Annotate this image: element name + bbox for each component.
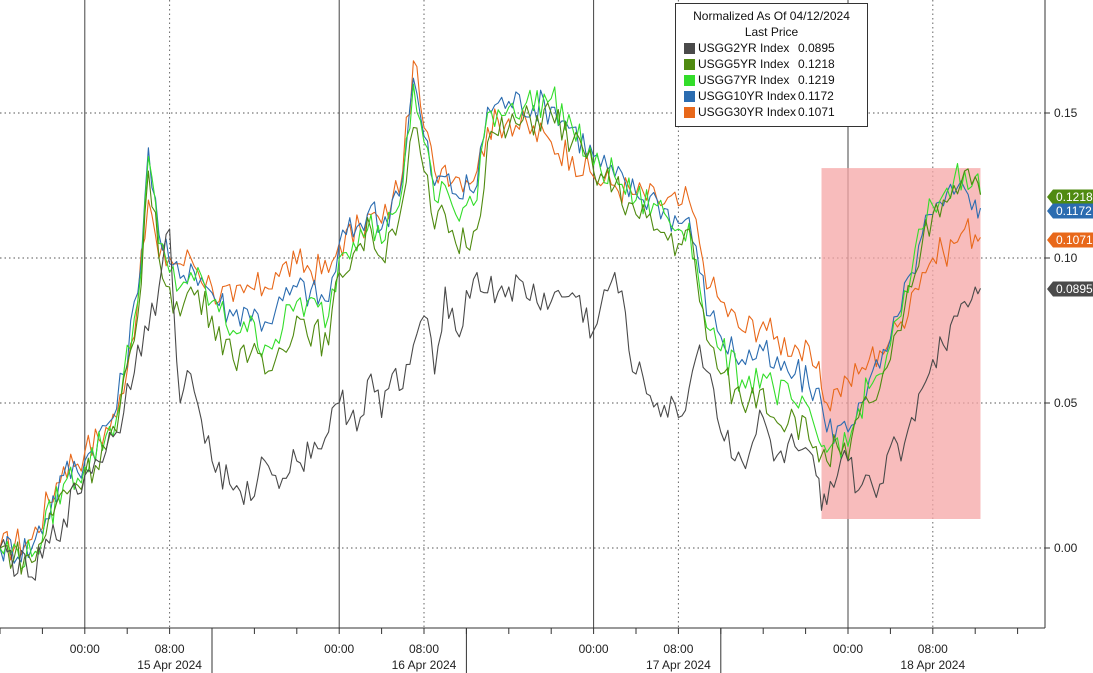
tag-background	[1047, 203, 1093, 219]
legend-series-value: 0.1172	[798, 89, 834, 103]
legend-swatch	[684, 90, 695, 102]
legend-series-value: 0.1219	[798, 73, 835, 87]
x-date-label: 18 Apr 2024	[900, 658, 965, 672]
y-tick-label: 0.00	[1054, 541, 1078, 555]
legend-series-name: USGG10YR Index	[698, 89, 797, 103]
legend-series-name: USGG2YR Index	[698, 41, 790, 55]
x-date-label: 15 Apr 2024	[137, 658, 202, 672]
series-line-usgg2yr	[0, 228, 981, 581]
last-value-tag: 0.0895	[1047, 281, 1093, 297]
legend-series-value: 0.1071	[798, 105, 835, 119]
tag-value: 0.1218	[1056, 190, 1093, 204]
axis-layer: 0.00 0.05 0.10 0.15 00:00 08:00 00:00 08:00 00:0…	[0, 106, 1078, 673]
legend-series-name: USGG7YR Index	[698, 73, 790, 87]
chart-legend: Normalized As Of 04/12/2024 Last Price U…	[675, 3, 868, 127]
legend-subtitle: Last Price	[744, 25, 799, 39]
legend-series-value: 0.1218	[798, 57, 835, 71]
legend-swatch	[684, 106, 695, 118]
series-line-usgg30yr	[0, 60, 981, 561]
y-tick-label: 0.10	[1054, 251, 1078, 265]
legend-entry: USGG10YR Index 0.1172	[676, 88, 867, 104]
y-tick-label: 0.05	[1054, 396, 1078, 410]
series-line-usgg5yr	[0, 102, 982, 575]
x-time-label: 08:00	[409, 642, 439, 656]
y-tick-label: 0.15	[1054, 106, 1078, 120]
tag-value: 0.0895	[1056, 282, 1093, 296]
x-time-label: 00:00	[579, 642, 609, 656]
legend-title: Normalized As Of 04/12/2024	[693, 9, 850, 23]
legend-entry: USGG30YR Index 0.1071	[676, 104, 867, 120]
series-layer	[0, 60, 982, 581]
x-time-label: 00:00	[833, 642, 863, 656]
legend-series-value: 0.0895	[798, 41, 835, 55]
legend-series-name: USGG30YR Index	[698, 105, 797, 119]
tag-background	[1047, 281, 1093, 297]
tag-value: 0.1071	[1056, 233, 1093, 247]
legend-series-name: USGG5YR Index	[698, 57, 790, 71]
last-value-tag: 0.1172	[1047, 203, 1093, 219]
x-date-label: 17 Apr 2024	[646, 658, 711, 672]
legend-entries: USGG2YR Index 0.0895 USGG5YR Index 0.1218 US…	[676, 40, 867, 120]
x-time-label: 00:00	[70, 642, 100, 656]
legend-entry: USGG2YR Index 0.0895	[676, 40, 867, 56]
x-date-label: 16 Apr 2024	[392, 658, 457, 672]
legend-swatch	[684, 74, 695, 86]
legend-swatch	[684, 58, 695, 70]
last-value-tag: 0.1218	[1047, 189, 1093, 205]
legend-swatch	[684, 42, 695, 54]
tag-background	[1047, 232, 1093, 248]
x-time-label: 08:00	[155, 642, 185, 656]
x-time-label: 08:00	[918, 642, 948, 656]
tag-value: 0.1172	[1056, 204, 1092, 218]
x-time-label: 08:00	[663, 642, 693, 656]
last-value-tag: 0.1071	[1047, 232, 1093, 248]
highlight-region	[821, 168, 981, 519]
x-time-label: 00:00	[324, 642, 354, 656]
tag-background	[1047, 189, 1093, 205]
legend-entry: USGG7YR Index 0.1219	[676, 72, 867, 88]
legend-entry: USGG5YR Index 0.1218	[676, 56, 867, 72]
